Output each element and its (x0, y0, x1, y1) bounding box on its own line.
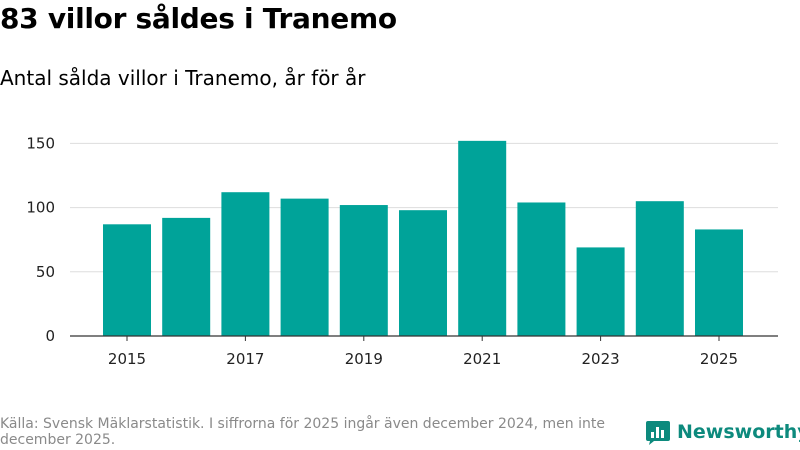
bar-2018 (280, 198, 329, 336)
x-tick-label: 2023 (582, 350, 620, 368)
y-tick-label: 0 (45, 327, 55, 345)
y-tick-label: 150 (26, 134, 55, 152)
bar-2016 (162, 217, 211, 336)
chart-title: 83 villor såldes i Tranemo (0, 2, 397, 35)
chart-subtitle: Antal sålda villor i Tranemo, år för år (0, 66, 366, 90)
y-tick-label: 50 (36, 263, 55, 281)
x-tick-label: 2019 (345, 350, 383, 368)
newsworthy-logo: Newsworthy (645, 419, 800, 445)
newsworthy-logo-icon (646, 421, 670, 445)
bar-2022 (517, 202, 566, 336)
x-tick-label: 2025 (700, 350, 738, 368)
bar-2019 (339, 205, 388, 336)
bar-2025 (695, 229, 743, 336)
brand-name: Newsworthy (677, 421, 800, 443)
x-tick-label: 2021 (463, 350, 501, 368)
source-note: Källa: Svensk Mäklarstatistik. I siffror… (0, 416, 605, 448)
bar-2021 (458, 140, 507, 336)
bar-2024 (635, 201, 684, 336)
y-tick-label: 100 (26, 199, 55, 217)
bar-2015 (103, 224, 151, 336)
bar-2017 (221, 192, 270, 336)
x-tick-label: 2015 (108, 350, 146, 368)
x-tick-label: 2017 (226, 350, 264, 368)
bar-2020 (399, 210, 447, 336)
bar-2023 (576, 247, 625, 336)
